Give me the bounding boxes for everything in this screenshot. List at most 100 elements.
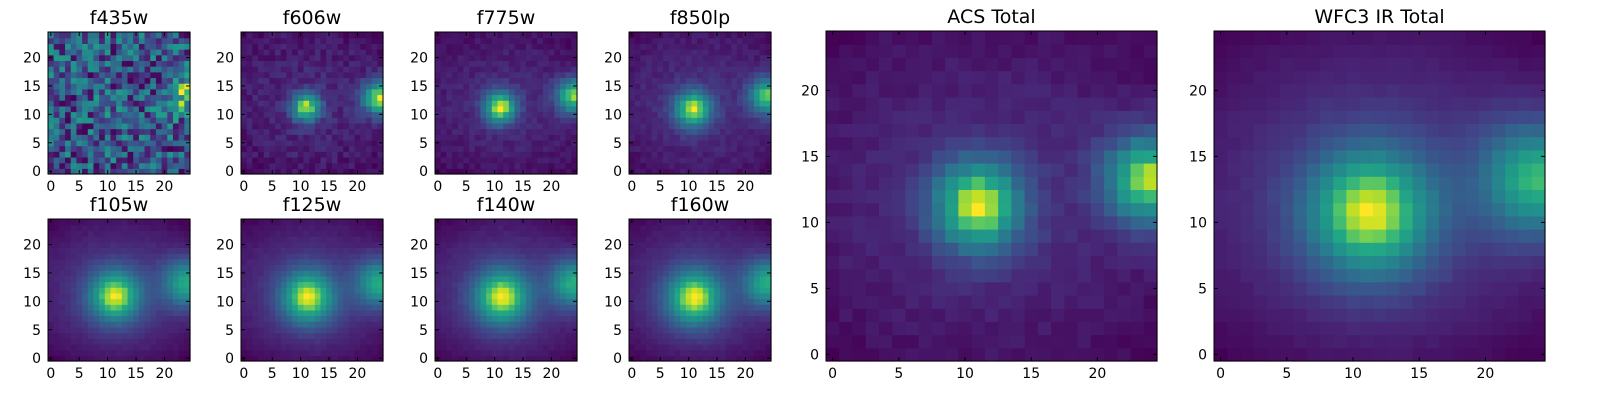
heatmap-cell (303, 264, 310, 271)
heatmap-cell (491, 134, 499, 141)
heatmap-cell (503, 37, 510, 44)
heatmap-cell (116, 94, 123, 101)
heatmap-cell (765, 105, 772, 113)
heatmap-cell (646, 168, 653, 175)
axes-frame (47, 31, 191, 175)
heatmap-cell (150, 326, 157, 334)
heatmap-cell (497, 219, 504, 226)
heatmap-cell (161, 343, 168, 351)
heatmap-cell (452, 111, 459, 118)
heatmap-cell (691, 309, 698, 317)
heatmap-cell (150, 122, 157, 130)
heatmap-cell (167, 105, 174, 113)
heatmap-cell (520, 60, 527, 67)
heatmap-cell (634, 321, 641, 328)
heatmap-cell (280, 292, 288, 300)
heatmap-cell (337, 49, 344, 56)
heatmap-cell (469, 355, 476, 362)
heatmap-cell (76, 230, 83, 237)
heatmap-cell (657, 83, 664, 90)
heatmap-cell (70, 321, 77, 328)
heatmap-cell (486, 219, 493, 226)
heatmap-cell (87, 292, 95, 300)
heatmap-cell (469, 343, 476, 351)
heatmap-cell (731, 49, 738, 56)
heatmap-cell (320, 83, 327, 90)
heatmap-cell (514, 54, 521, 61)
heatmap-cell (48, 37, 55, 44)
heatmap-cell (646, 275, 653, 283)
heatmap-cell (258, 258, 265, 266)
heatmap-cell (87, 66, 95, 73)
heatmap-cell (348, 162, 356, 169)
heatmap-cell (520, 43, 527, 50)
heatmap-cell (48, 49, 55, 56)
heatmap-cell (116, 304, 123, 311)
heatmap-cell (663, 292, 670, 300)
heatmap-cell (691, 32, 698, 39)
heatmap-cell (365, 247, 373, 254)
heatmap-cell (742, 94, 749, 101)
heatmap-cell (554, 287, 561, 294)
heatmap-cell (241, 236, 248, 243)
heatmap-cell (753, 43, 761, 50)
heatmap-cell (104, 111, 112, 118)
heatmap-cell (110, 270, 117, 277)
heatmap-cell (246, 270, 253, 277)
heatmap-cell (155, 247, 163, 254)
heatmap-cell (486, 332, 493, 339)
heatmap-cell (542, 71, 550, 79)
heatmap-cell (508, 139, 516, 147)
heatmap-cell (138, 117, 146, 124)
heatmap-cell (167, 219, 174, 226)
heatmap-cell (241, 343, 248, 351)
heatmap-cell (680, 292, 687, 300)
heatmap-cell (144, 349, 151, 356)
heatmap-cell (651, 117, 658, 124)
heatmap-cell (736, 43, 744, 50)
heatmap-cell (286, 281, 293, 288)
heatmap-cell (275, 66, 282, 73)
heatmap-cell (184, 349, 191, 356)
heatmap-cell (480, 236, 487, 243)
heatmap-cell (59, 270, 66, 277)
heatmap-cell (753, 32, 761, 39)
heatmap-cell (354, 77, 361, 84)
heatmap-cell (702, 349, 710, 356)
heatmap-cell (548, 162, 555, 169)
heatmap-cell (155, 168, 163, 175)
heatmap-cell (110, 281, 117, 288)
heatmap-cell (446, 309, 453, 317)
heatmap-cell (104, 258, 112, 266)
heatmap-cell (48, 134, 55, 141)
heatmap-cell (629, 43, 636, 50)
heatmap-cell (258, 332, 265, 339)
heatmap-cell (371, 241, 378, 248)
heatmap-cell (263, 105, 270, 113)
heatmap-cell (326, 37, 333, 44)
heatmap-cell (457, 134, 464, 141)
heatmap-cell (348, 71, 356, 79)
heatmap-cell (286, 315, 293, 322)
y-tick-label: 5 (32, 323, 41, 339)
heatmap-cell (565, 219, 572, 226)
heatmap-cell (531, 128, 538, 135)
heatmap-cell (309, 241, 316, 248)
heatmap-cell (469, 219, 476, 226)
heatmap-cell (286, 145, 293, 152)
heatmap-cell (559, 88, 567, 96)
heatmap-cell (280, 326, 288, 334)
heatmap-cell (360, 77, 367, 84)
heatmap-cell (537, 236, 544, 243)
heatmap-cell (365, 298, 373, 305)
heatmap-cell (354, 309, 361, 317)
heatmap-cell (331, 241, 339, 248)
heatmap-cell (668, 88, 676, 96)
heatmap-cell (736, 37, 744, 44)
heatmap-cell (674, 304, 681, 311)
heatmap-cell (503, 349, 510, 356)
heatmap-cell (440, 315, 447, 322)
heatmap-cell (70, 54, 77, 61)
heatmap-cell (121, 270, 129, 277)
